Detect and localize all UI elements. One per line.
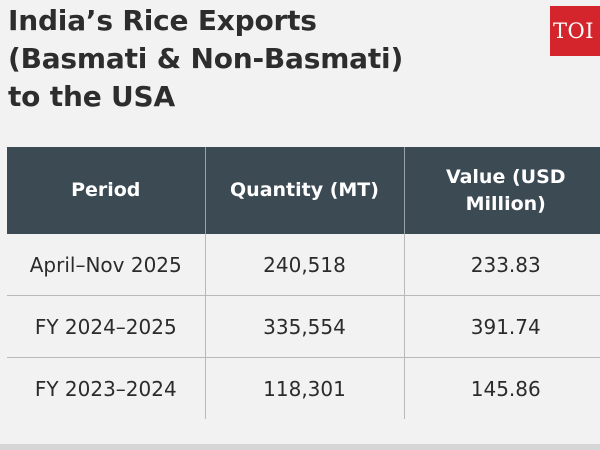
cell-period: April–Nov 2025 xyxy=(7,234,205,296)
column-header-quantity: Quantity (MT) xyxy=(204,147,404,234)
table-row: April–Nov 2025 240,518 233.83 xyxy=(7,234,600,296)
cell-quantity: 240,518 xyxy=(204,234,404,296)
cell-value: 391.74 xyxy=(403,295,600,358)
rice-exports-table: Period Quantity (MT) Value (USD Million)… xyxy=(7,147,600,419)
title-line-3: to the USA xyxy=(8,80,175,113)
page-title: India’s Rice Exports (Basmati & Non-Basm… xyxy=(8,2,403,116)
table-header-row: Period Quantity (MT) Value (USD Million) xyxy=(7,147,600,234)
cell-value: 145.86 xyxy=(403,357,600,419)
cell-period: FY 2023–2024 xyxy=(34,376,177,401)
toi-logo: TOI xyxy=(550,6,600,56)
cell-period: FY 2024–2025 xyxy=(7,295,205,358)
title-line-2: (Basmati & Non-Basmati) xyxy=(8,42,404,75)
cell-quantity: 118,301 xyxy=(204,357,404,419)
cell-quantity: 335,554 xyxy=(204,295,404,358)
table-row: FY 2023–2024 118,301 145.86 xyxy=(7,357,600,419)
column-header-value: Value (USD Million) xyxy=(403,147,600,234)
cell-value: 233.83 xyxy=(403,234,600,296)
bottom-divider xyxy=(0,444,600,450)
title-line-1: India’s Rice Exports xyxy=(8,4,317,37)
column-header-period: Period xyxy=(7,147,205,234)
table-row: FY 2024–2025 335,554 391.74 xyxy=(7,295,600,358)
